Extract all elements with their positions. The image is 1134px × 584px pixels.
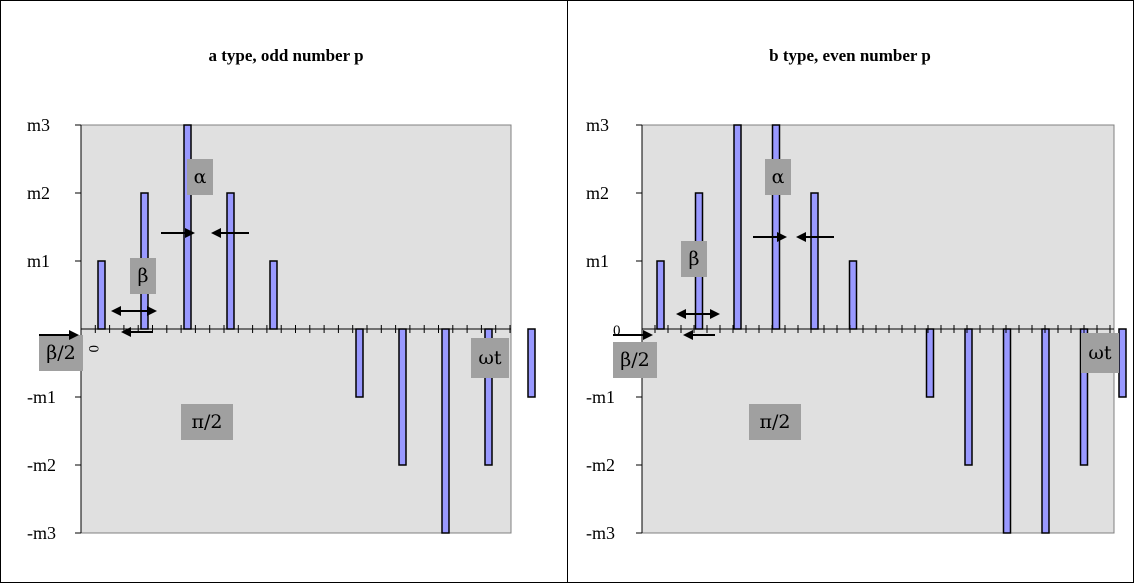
chart-a-svg: a type, odd number p m3 m2 m1 -m1 -m2 -m3 α β π/2… xyxy=(27,46,536,543)
pulse-bar xyxy=(441,328,450,534)
beta-half-label-box xyxy=(39,335,83,371)
chart-title: a type, odd number p xyxy=(208,46,363,65)
beta-label: β xyxy=(138,265,149,287)
pulse-bar xyxy=(226,192,235,330)
y-tick-label: -m1 xyxy=(586,387,615,407)
y-tick-label: m2 xyxy=(586,183,609,203)
beta-half-label-box xyxy=(613,342,657,378)
pulse-bar xyxy=(771,124,781,330)
chart-title: b type, even number p xyxy=(769,46,931,65)
omega-t-label: ωt xyxy=(1088,342,1111,364)
pulse-bar xyxy=(398,328,407,466)
alpha-label: α xyxy=(772,166,785,188)
omega-t-label: ωt xyxy=(478,347,501,369)
origin-label: 0 xyxy=(85,345,101,353)
y-tick-label: -m2 xyxy=(586,455,615,475)
omega-t-label-box xyxy=(471,338,509,378)
pulse-bar xyxy=(733,124,742,330)
beta-label-box xyxy=(681,241,707,277)
pulse-bar xyxy=(97,260,106,330)
beta-arrow-head-left xyxy=(676,309,686,319)
alpha-label-box xyxy=(187,159,213,195)
pulse-bar xyxy=(269,260,278,330)
beta-label: β xyxy=(689,248,700,270)
y-tick-label: m1 xyxy=(27,251,50,271)
y-tick-label: m3 xyxy=(586,115,609,135)
beta-half-arrow-left-head xyxy=(121,327,131,337)
omega-t-label-box xyxy=(1081,333,1119,373)
pulse-bar xyxy=(1118,328,1127,398)
beta-arrow-head-right xyxy=(710,309,720,319)
beta-half-arrow-right-head xyxy=(643,330,653,340)
pi-half-label-box xyxy=(749,404,801,440)
pi-half-label-box xyxy=(181,404,233,440)
y-tick-label: -m1 xyxy=(27,387,56,407)
pi-half-label: π/2 xyxy=(192,411,223,433)
beta-label-box xyxy=(130,258,156,294)
beta-arrow-head-right xyxy=(147,306,157,316)
pulse-bar xyxy=(1002,328,1012,534)
pulse-bar xyxy=(355,328,364,398)
chart-b-svg: b type, even number p m3 m2 m1 -m1 -m2 -m3 α β π/… xyxy=(586,46,1127,543)
pulse-bar xyxy=(1041,328,1050,534)
alpha-label: α xyxy=(194,166,207,188)
y-tick-label: m2 xyxy=(27,183,50,203)
pulse-bar xyxy=(848,260,858,330)
y-tick-label: -m3 xyxy=(586,523,615,543)
pulse-bar xyxy=(527,328,536,398)
pulse-bar xyxy=(656,260,665,330)
pulse-bar xyxy=(925,328,935,398)
y-tick-label: -m2 xyxy=(27,455,56,475)
alpha-arrow-right-head xyxy=(211,228,221,238)
beta-half-arrow-right-head xyxy=(69,330,79,340)
y-tick-label: -m3 xyxy=(27,523,56,543)
alpha-arrow-left-head xyxy=(185,228,195,238)
alpha-arrow-right-head xyxy=(796,232,806,242)
y-tick-label: m1 xyxy=(586,251,609,271)
alpha-arrow-left-head xyxy=(777,232,787,242)
beta-half-label: β/2 xyxy=(46,342,75,364)
beta-arrow-head-left xyxy=(111,306,121,316)
pulse-bar xyxy=(964,328,973,466)
chart-panel-a: a type, odd number p m3 m2 m1 -m1 -m2 -m3 α β π/2… xyxy=(0,0,568,583)
pi-half-label: π/2 xyxy=(760,411,791,433)
beta-half-label: β/2 xyxy=(620,349,649,371)
pulse-bar xyxy=(183,124,192,330)
origin-label: 0 xyxy=(613,323,621,339)
chart-panel-b: b type, even number p m3 m2 m1 -m1 -m2 -m3 α β π/… xyxy=(567,0,1134,583)
pulse-bar xyxy=(810,192,819,330)
y-tick-label: m3 xyxy=(27,115,50,135)
beta-half-arrow-left-head xyxy=(683,330,693,340)
alpha-label-box xyxy=(765,159,791,195)
